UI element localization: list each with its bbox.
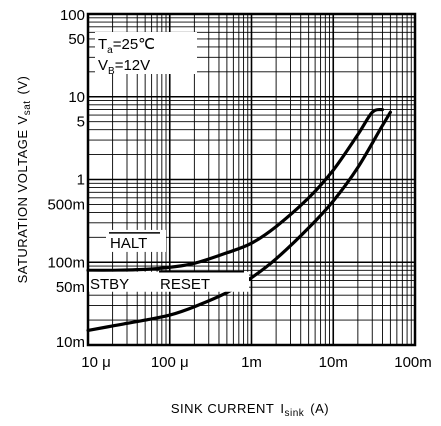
x-axis-title: SINK CURRENT Isink (A) (171, 401, 329, 419)
x-tick-label: 100m (394, 354, 432, 371)
y-axis-title-text: SATURATION VOLTAGE (15, 129, 30, 283)
vb-value: =12V (115, 57, 150, 74)
halt-label-background (106, 229, 166, 252)
x-axis-title-prefix: I (280, 401, 284, 416)
series-line-stby-reset (86, 110, 392, 332)
series-labels: HALT STBY RESET (89, 229, 249, 293)
plot-frame (86, 12, 417, 347)
x-tick-label: 1m (241, 354, 262, 371)
y-axis-title-prefix: V (15, 115, 30, 124)
y-tick-label: 1 (77, 172, 85, 189)
y-tick-label: 500m (47, 196, 85, 213)
vb-sub: B (108, 66, 115, 77)
y-axis-title-sub: sat (22, 100, 33, 115)
y-tick-label: 50 (68, 31, 85, 48)
x-tick-label: 100 μ (151, 354, 189, 371)
series-label-reset: RESET (160, 276, 210, 293)
y-tick-label: 10 (68, 89, 85, 106)
y-axis-title: SATURATION VOLTAGE Vsat (V) (15, 76, 33, 284)
y-tick-label: 100m (47, 254, 85, 271)
x-axis-title-unit: (A) (310, 401, 329, 416)
series-label-stby: STBY (90, 276, 129, 293)
x-tick-label: 10m (319, 354, 348, 371)
y-axis-title-unit: (V) (15, 76, 30, 95)
tick-labels: 10 μ 100 μ 1m 10m 100m 100 50 10 5 1 500m 100m 50m 10… (47, 7, 431, 371)
series-label-halt: HALT (110, 235, 147, 252)
vb-prefix: V (98, 57, 108, 74)
y-tick-label: 10m (56, 334, 85, 351)
series-line-halt (86, 107, 385, 272)
y-tick-label: 100 (60, 7, 85, 24)
y-tick-label: 5 (77, 114, 85, 131)
conditions-box: Ta=25℃ VB=12V (95, 32, 197, 77)
supply-voltage-label: VB=12V (98, 57, 150, 77)
x-axis-title-text: SINK CURRENT (171, 401, 275, 416)
conditions-background (95, 32, 197, 74)
stby-reset-label-background (89, 271, 249, 292)
ta-value: =25℃ (113, 36, 155, 53)
ambient-temperature-label: Ta=25℃ (98, 36, 155, 56)
series (86, 107, 392, 332)
ta-prefix: T (98, 36, 107, 53)
x-tick-label: 10 μ (81, 354, 111, 371)
x-axis-title-sub: sink (285, 408, 305, 419)
ta-sub: a (107, 45, 113, 56)
y-tick-label: 50m (56, 279, 85, 296)
